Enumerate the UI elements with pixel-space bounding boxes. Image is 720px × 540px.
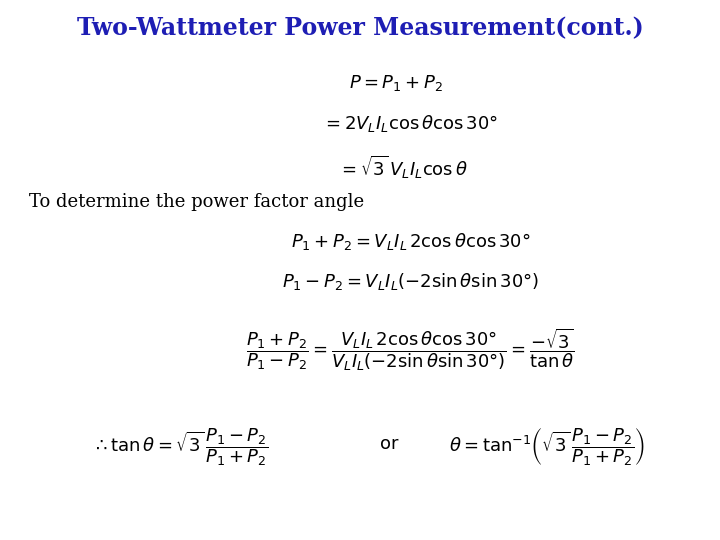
Text: $\mathrm{or}$: $\mathrm{or}$ bbox=[379, 435, 399, 453]
Text: To determine the power factor angle: To determine the power factor angle bbox=[29, 193, 364, 211]
Text: $\dfrac{P_1 + P_2}{P_1 - P_2} = \dfrac{V_L I_L\, 2\cos\theta \cos 30°}{V_L I_L (: $\dfrac{P_1 + P_2}{P_1 - P_2} = \dfrac{V… bbox=[246, 327, 575, 374]
Text: $P_1 + P_2 = V_L I_L\, 2\cos\theta \cos 30°$: $P_1 + P_2 = V_L I_L\, 2\cos\theta \cos … bbox=[291, 231, 530, 252]
Text: $= \sqrt{3}\,V_L I_L \cos\theta$: $= \sqrt{3}\,V_L I_L \cos\theta$ bbox=[338, 154, 468, 181]
Text: Two-Wattmeter Power Measurement(cont.): Two-Wattmeter Power Measurement(cont.) bbox=[76, 16, 644, 40]
Text: $\therefore \tan\theta = \sqrt{3}\, \dfrac{P_1 - P_2}{P_1 + P_2}$: $\therefore \tan\theta = \sqrt{3}\, \dfr… bbox=[92, 427, 268, 468]
Text: $P_1 - P_2 = V_L I_L (-2\sin\theta \sin 30°)$: $P_1 - P_2 = V_L I_L (-2\sin\theta \sin … bbox=[282, 271, 539, 292]
Text: $\theta = \tan^{-1}\!\left(\sqrt{3}\, \dfrac{P_1 - P_2}{P_1 + P_2}\right)$: $\theta = \tan^{-1}\!\left(\sqrt{3}\, \d… bbox=[449, 427, 645, 468]
Text: $= 2V_L I_L \cos\theta \cos 30°$: $= 2V_L I_L \cos\theta \cos 30°$ bbox=[323, 113, 498, 134]
Text: $P = P_1 + P_2$: $P = P_1 + P_2$ bbox=[349, 73, 443, 93]
